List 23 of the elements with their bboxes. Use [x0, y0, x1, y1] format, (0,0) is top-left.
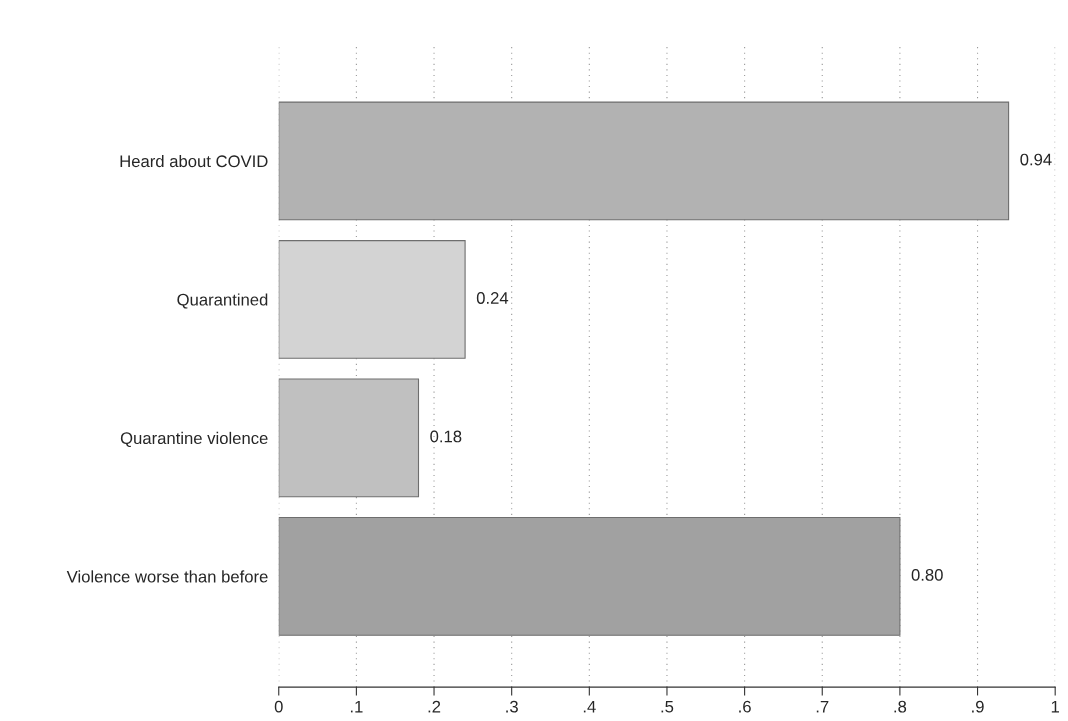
y-tick-label: Quarantine violence	[120, 431, 268, 448]
x-tick-label: .4	[583, 700, 596, 713]
x-tick-label: .7	[816, 700, 829, 713]
y-tick-label: Violence worse than before	[66, 570, 268, 583]
y-tick-label: Heard about COVID	[120, 154, 268, 168]
bar	[278, 378, 420, 498]
bar	[278, 240, 466, 359]
y-tick-label: Quarantined	[177, 293, 268, 309]
data-label: 0.24	[476, 292, 509, 304]
x-tick-label: 1	[1051, 700, 1060, 713]
data-label: 0.18	[430, 430, 462, 443]
data-label: 0.94	[1020, 153, 1052, 166]
x-tick-label: .8	[894, 700, 907, 713]
x-tick-label: .5	[661, 700, 674, 713]
bar	[278, 516, 901, 636]
data-label: 0.80	[911, 569, 943, 581]
x-tick-label: .2	[428, 700, 441, 713]
bar	[278, 101, 1010, 221]
x-tick-label: .6	[739, 700, 751, 713]
x-tick-label: .1	[350, 700, 363, 713]
x-tick-label: .9	[972, 700, 984, 713]
x-tick-label: .3	[506, 700, 518, 713]
x-tick-label: 0	[274, 700, 283, 713]
